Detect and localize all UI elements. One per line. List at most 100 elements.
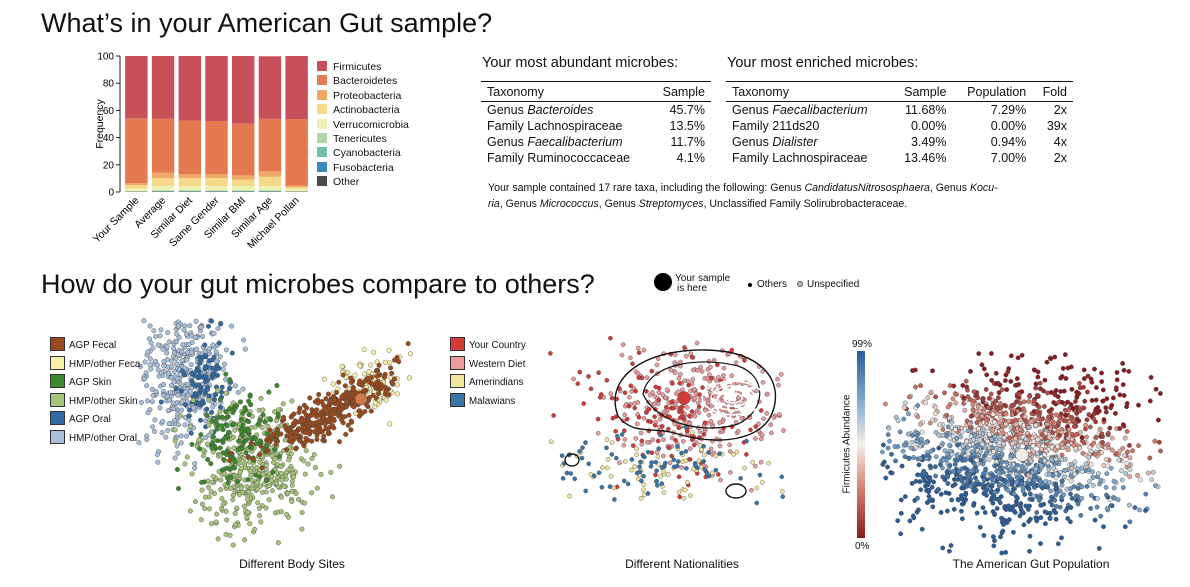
scatter-point (648, 419, 653, 425)
scatter-point (192, 390, 198, 396)
scatter-point (260, 471, 266, 477)
scatter-point (149, 399, 155, 405)
scatter-point (1127, 467, 1133, 473)
scatter-point (975, 442, 981, 448)
scatter-point (1066, 427, 1072, 433)
scatter-point (972, 433, 978, 439)
scatter-point (1034, 510, 1040, 515)
scatter-point (286, 467, 292, 473)
scatter-point (266, 389, 272, 395)
scatter-point (699, 447, 704, 453)
scatter-point (1096, 443, 1102, 449)
taxonomy-cell: Genus Bacteroides (481, 102, 651, 119)
scatter-point (629, 457, 635, 462)
scatter-point (1121, 393, 1127, 398)
scatter-point (645, 491, 651, 496)
scatter-point (995, 406, 1000, 412)
scatter-point (994, 459, 999, 465)
scatter-point (639, 438, 645, 444)
scatter-point (184, 357, 190, 363)
scatter-point (1055, 541, 1061, 547)
scatter-point (1082, 398, 1088, 404)
legend-swatch (317, 118, 327, 129)
scatter-point (302, 439, 308, 445)
density-contour (564, 453, 580, 467)
scatter-point (223, 531, 229, 537)
scatter-point (204, 441, 210, 447)
scatter-point (1053, 503, 1059, 509)
scatter-point (604, 437, 610, 442)
scatter-point (1069, 495, 1075, 501)
scatter-point (667, 460, 673, 466)
scatter-point (982, 510, 988, 515)
scatter-point (644, 375, 650, 380)
scatter-point (933, 394, 938, 400)
y-tick-label: 60 (103, 106, 115, 117)
scatter-point (1041, 501, 1047, 507)
scatter-point (166, 421, 172, 427)
scatter-point (898, 510, 904, 516)
scatter-point (998, 534, 1003, 540)
scatter-point (223, 371, 229, 377)
scatter-point (659, 424, 665, 429)
scatter-point (664, 404, 669, 410)
scatter-point (693, 463, 698, 468)
scatter-point (168, 375, 174, 381)
scatter-point (1085, 454, 1091, 460)
scatter-point (548, 439, 554, 444)
scatter-point (949, 497, 955, 503)
scatter-point (205, 323, 211, 329)
scatter-point (1061, 474, 1067, 480)
scatter-point (1033, 466, 1039, 472)
scatter-point (1065, 365, 1071, 371)
scatter-legend-item: Your Country (450, 337, 526, 356)
scatter-point (706, 450, 711, 455)
scatter-point (989, 483, 995, 489)
legend-label: Other (333, 176, 360, 189)
scatter-point (924, 439, 929, 445)
scatter-point (209, 409, 215, 415)
scatter-point (350, 387, 356, 393)
scatter-point (1136, 443, 1141, 449)
taxon-name: Dialister (772, 135, 818, 149)
scatter-point (381, 374, 387, 380)
scatter-point (225, 429, 231, 435)
scatter-point (209, 365, 215, 371)
scatter-point (247, 392, 253, 398)
scatter-point (1087, 424, 1093, 430)
scatter-point (1059, 441, 1065, 447)
scatter-point (653, 472, 658, 478)
scatter-point (301, 402, 307, 408)
scatter-point (210, 434, 216, 440)
scatter-point (200, 453, 206, 459)
phyla-legend-item: Bacteroidetes (317, 74, 409, 88)
scatter-point (676, 474, 682, 480)
scatter-point (670, 381, 675, 386)
scatter-point (702, 467, 708, 472)
scatter-point (1053, 456, 1059, 462)
scatter-point (933, 404, 938, 410)
scatter-point (992, 496, 998, 502)
scatter-point (980, 461, 986, 467)
scatter-point (325, 391, 331, 397)
scatter-point (204, 406, 210, 412)
scatter-point (609, 395, 615, 401)
abundant-table: Taxonomy Sample Genus Bacteroides 45.7% Fam… (481, 83, 711, 166)
scatter-point (1071, 484, 1077, 490)
scatter-point (548, 351, 553, 356)
scatter-point (885, 445, 891, 451)
scatter-point (179, 349, 185, 355)
taxonomy-cell: Family Ruminococcaceae (481, 150, 651, 166)
scatter-point (1081, 440, 1087, 446)
scatter-point (272, 436, 278, 442)
scatter-point (150, 345, 156, 351)
scatter-point (753, 436, 758, 441)
scatter-point (1150, 469, 1156, 475)
scatter-point (1008, 379, 1014, 384)
scatter-point (1055, 394, 1061, 400)
scatter-point (1038, 463, 1044, 468)
scatter-point (1101, 417, 1107, 423)
scatter-point (945, 508, 950, 514)
scatter-point (952, 427, 958, 433)
table-row: Genus Bacteroides 45.7% (481, 102, 711, 119)
